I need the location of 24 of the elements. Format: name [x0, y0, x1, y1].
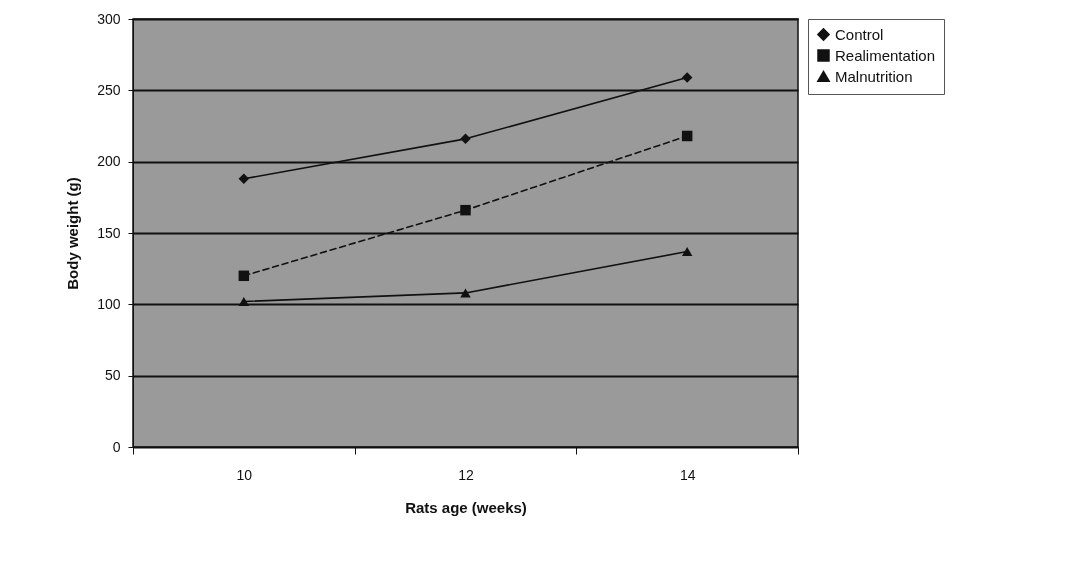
point	[238, 270, 250, 282]
x-tick-label: 14	[679, 466, 696, 483]
y-axis-title: Body weight (g)	[64, 177, 82, 290]
y-tick-label: 50	[104, 367, 121, 384]
point	[681, 130, 693, 142]
y-tick-label: 200	[97, 153, 121, 170]
y-tick-label: 0	[112, 438, 121, 455]
x-tick-label: 10	[236, 466, 253, 483]
point	[460, 133, 471, 145]
point	[238, 296, 250, 307]
point	[681, 247, 693, 257]
point	[460, 288, 471, 298]
x-axis-title: Rats age (weeks)	[405, 498, 527, 516]
y-tick-label: 250	[97, 81, 121, 98]
point	[681, 72, 693, 83]
point	[238, 173, 250, 185]
legend-label: Malnutrition	[835, 67, 913, 85]
y-tick-label: 300	[97, 10, 121, 27]
point	[460, 204, 471, 216]
y-tick-label: 150	[97, 224, 121, 241]
legend-label: Realimentation	[835, 46, 936, 64]
x-tick-label: 12	[458, 466, 474, 483]
y-tick-label: 100	[97, 295, 121, 312]
legend-label: Control	[835, 25, 884, 43]
